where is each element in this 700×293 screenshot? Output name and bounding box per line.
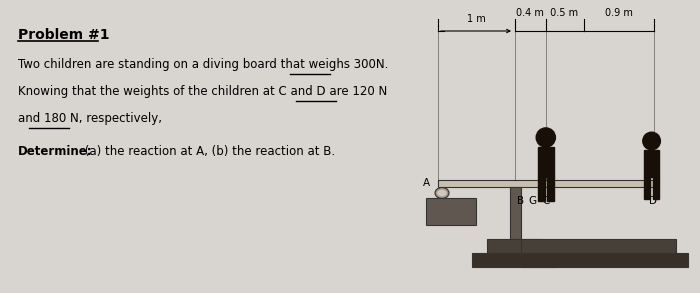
Text: (a) the reaction at A, (b) the reaction at B.: (a) the reaction at A, (b) the reaction …	[81, 145, 335, 158]
Bar	[538, 177, 545, 200]
Bar	[538, 147, 554, 177]
Ellipse shape	[437, 190, 447, 197]
Text: 0.9 m: 0.9 m	[605, 8, 633, 18]
Text: Two children are standing on a diving board that weighs 300N.: Two children are standing on a diving bo…	[18, 58, 388, 71]
Circle shape	[536, 128, 555, 147]
Circle shape	[643, 132, 660, 150]
Bar	[487, 239, 542, 253]
Text: Knowing that the weights of the children at C and D are 120 N: Knowing that the weights of the children…	[18, 85, 387, 98]
Ellipse shape	[435, 188, 449, 198]
Bar	[438, 180, 654, 187]
Text: 0.4 m  0.5 m: 0.4 m 0.5 m	[516, 8, 578, 18]
Bar	[472, 253, 557, 267]
Text: Problem #1: Problem #1	[18, 28, 109, 42]
Text: A: A	[423, 178, 430, 188]
Bar	[652, 177, 659, 199]
Text: D: D	[649, 196, 657, 206]
Bar	[645, 150, 659, 177]
Text: C: C	[542, 196, 550, 206]
Text: B: B	[517, 196, 524, 206]
Text: G: G	[528, 196, 536, 206]
Bar	[547, 177, 554, 200]
Text: Determine:: Determine:	[18, 145, 92, 158]
Bar	[521, 239, 676, 253]
Bar	[510, 187, 521, 239]
Bar	[521, 253, 687, 267]
Text: and 180 N, respectively,: and 180 N, respectively,	[18, 112, 162, 125]
Bar	[645, 177, 650, 199]
Bar	[426, 197, 476, 224]
Text: 1 m: 1 m	[467, 14, 486, 24]
